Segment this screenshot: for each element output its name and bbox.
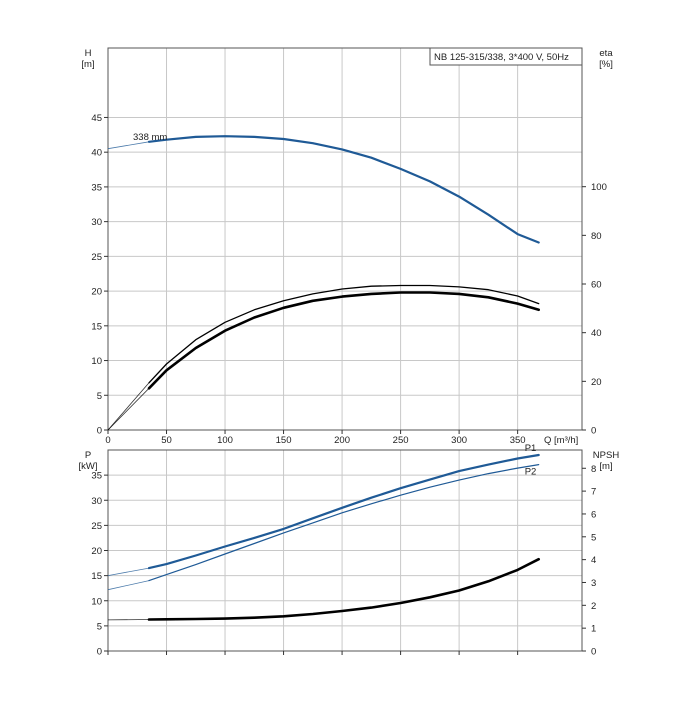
head-ytick-label-2: 10 (91, 356, 102, 367)
chart-title: NB 125-315/338, 3*400 V, 50Hz (434, 52, 569, 63)
power-ytick-right-label-2: 2 (591, 601, 596, 612)
head-ytick-right-label-5: 100 (591, 182, 607, 193)
power-ytick-right-label-0: 0 (591, 647, 596, 658)
head-series-2-extension (108, 388, 149, 430)
head-ytick-label-3: 15 (91, 321, 102, 332)
power-ytick-label-6: 30 (91, 496, 102, 507)
head-ytick-right-label-1: 20 (591, 377, 602, 388)
head-ytick-label-9: 45 (91, 113, 102, 124)
power-ytick-label-3: 15 (91, 571, 102, 582)
xtick-label-5: 250 (393, 435, 409, 446)
head-plot-frame (108, 48, 582, 430)
head-ytick-label-1: 5 (97, 391, 102, 402)
head-ylabel-right-name: eta (599, 48, 613, 59)
head-ytick-right-label-2: 40 (591, 328, 602, 339)
power-ytick-right-label-6: 6 (591, 509, 596, 520)
head-ytick-label-8: 40 (91, 148, 102, 159)
head-ytick-label-6: 30 (91, 217, 102, 228)
head-ylabel-right-unit: [%] (599, 59, 613, 70)
power-series-0-line (149, 455, 539, 568)
power-ytick-right-label-7: 7 (591, 487, 596, 498)
xtick-label-7: 350 (510, 435, 526, 446)
power-series-0-extension (108, 568, 149, 576)
power-ylabel-right-name: NPSH (593, 450, 620, 461)
power-ytick-right-label-8: 8 (591, 464, 596, 475)
power-ylabel-right-unit: [m] (599, 461, 612, 472)
power-ytick-label-7: 35 (91, 471, 102, 482)
power-ytick-right-label-1: 1 (591, 624, 596, 635)
impeller-diameter-annotation: 338 mm (133, 132, 167, 143)
head-ytick-label-5: 25 (91, 252, 102, 263)
xtick-label-6: 300 (451, 435, 467, 446)
power-ytick-label-4: 20 (91, 546, 102, 557)
power-ytick-right-label-3: 3 (591, 578, 596, 589)
head-ytick-label-4: 20 (91, 287, 102, 298)
head-ytick-right-label-3: 60 (591, 280, 602, 291)
power-series-1-extension (108, 581, 149, 590)
head-series-1-line (149, 286, 539, 383)
xtick-label-2: 100 (217, 435, 233, 446)
power-ytick-label-1: 5 (97, 621, 102, 632)
power-ytick-right-label-4: 4 (591, 555, 596, 566)
power-ytick-label-2: 10 (91, 596, 102, 607)
head-ytick-right-label-4: 80 (591, 231, 602, 242)
power-series-label-P1: P1 (525, 443, 537, 454)
power-ytick-label-0: 0 (97, 647, 102, 658)
power-ytick-right-label-5: 5 (591, 532, 596, 543)
head-ytick-right-label-0: 0 (591, 426, 596, 437)
power-ytick-label-5: 25 (91, 521, 102, 532)
xaxis-label: Q [m³/h] (544, 435, 578, 446)
power-ylabel-name: P (85, 450, 91, 461)
power-ylabel-unit: [kW] (79, 461, 98, 472)
xtick-label-4: 200 (334, 435, 350, 446)
head-series-1-extension (108, 383, 149, 430)
head-ylabel-unit: [m] (81, 59, 94, 70)
power-series-1-line (149, 465, 539, 581)
head-ytick-label-0: 0 (97, 426, 102, 437)
xtick-label-1: 50 (161, 435, 172, 446)
head-series-2-line (149, 293, 539, 389)
power-series-label-P2: P2 (525, 467, 537, 478)
power-series-2-line (149, 559, 539, 619)
head-ylabel-name: H (85, 48, 92, 59)
xtick-label-3: 150 (276, 435, 292, 446)
head-ytick-label-7: 35 (91, 182, 102, 193)
xtick-label-0: 0 (105, 435, 110, 446)
